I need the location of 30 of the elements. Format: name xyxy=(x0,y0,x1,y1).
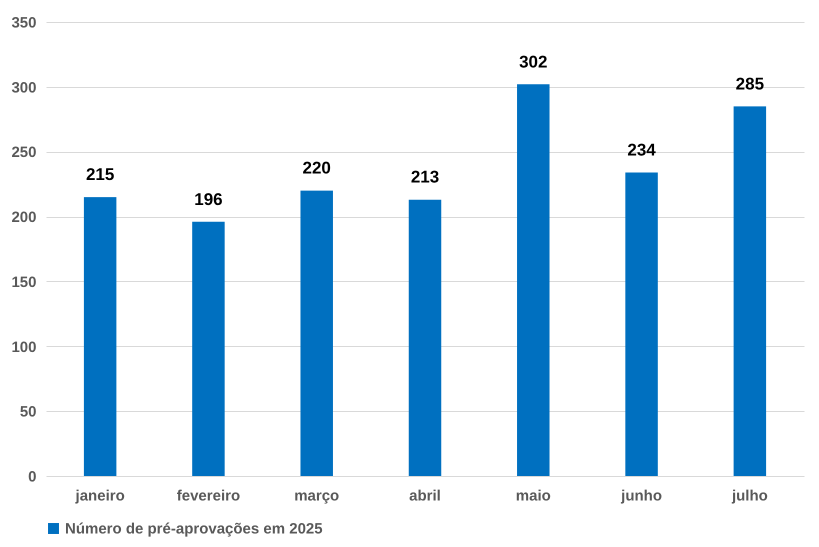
y-tick-label: 100 xyxy=(11,338,36,356)
y-tick-label: 250 xyxy=(11,144,36,162)
data-label: 215 xyxy=(86,165,114,184)
bar xyxy=(84,197,116,476)
data-label: 213 xyxy=(410,168,440,187)
y-tick-label: 0 xyxy=(28,468,36,486)
data-label: 302 xyxy=(519,52,548,72)
data-label: 234 xyxy=(627,140,656,160)
x-tick-label: junho xyxy=(620,488,662,504)
x-tick-label: março xyxy=(294,488,340,504)
data-label: 196 xyxy=(194,190,223,209)
x-tick-label: fevereiro xyxy=(176,488,240,504)
bar xyxy=(192,222,225,476)
bar xyxy=(734,106,766,476)
y-tick-label: 350 xyxy=(11,14,36,32)
y-tick-label: 200 xyxy=(11,209,36,226)
x-tick-label: julho xyxy=(730,488,768,504)
bar xyxy=(408,200,442,476)
y-tick-label: 300 xyxy=(11,79,36,96)
bar xyxy=(517,84,550,476)
legend-label: Número de pré-aprovações em 2025 xyxy=(65,520,323,538)
data-label: 285 xyxy=(736,74,764,94)
bar xyxy=(625,172,658,476)
bar xyxy=(300,190,333,476)
x-tick-label: maio xyxy=(516,488,551,504)
x-tick-label: janeiro xyxy=(74,488,125,504)
y-tick-label: 150 xyxy=(11,274,36,291)
y-tick-label: 50 xyxy=(20,404,36,421)
x-tick-label: abril xyxy=(409,488,441,504)
data-label: 220 xyxy=(302,158,331,178)
